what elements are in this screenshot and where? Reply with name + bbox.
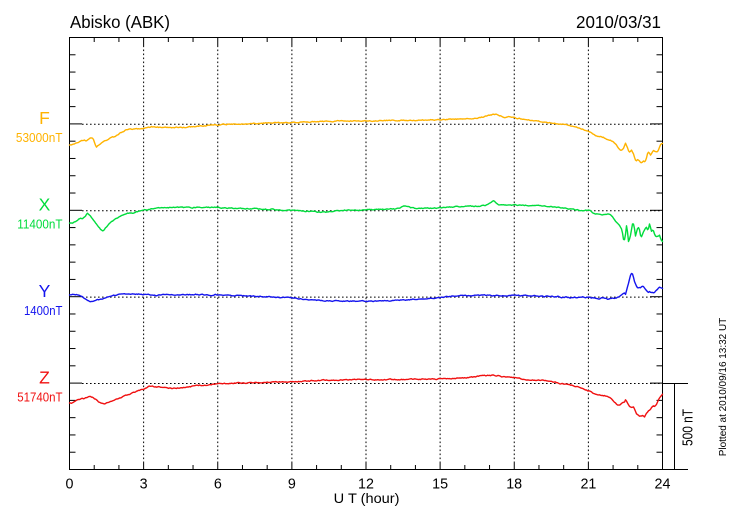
svg-text:F: F — [39, 108, 50, 128]
svg-text:Plotted at 2010/09/16 13:32 UT: Plotted at 2010/09/16 13:32 UT — [718, 318, 729, 457]
svg-text:11400nT: 11400nT — [17, 217, 62, 232]
svg-text:Abisko (ABK): Abisko (ABK) — [70, 12, 170, 32]
svg-text:24: 24 — [655, 477, 671, 493]
svg-text:18: 18 — [506, 477, 522, 493]
svg-text:21: 21 — [580, 477, 596, 493]
svg-text:3: 3 — [140, 477, 148, 493]
svg-text:1400nT: 1400nT — [24, 303, 63, 318]
svg-text:15: 15 — [432, 477, 448, 493]
svg-text:9: 9 — [288, 477, 296, 493]
svg-text:500 nT: 500 nT — [680, 409, 696, 446]
svg-text:2010/03/31: 2010/03/31 — [576, 12, 661, 32]
svg-text:Z: Z — [39, 367, 50, 387]
svg-text:U T (hour): U T (hour) — [334, 491, 400, 507]
svg-text:Y: Y — [39, 281, 51, 301]
svg-text:53000nT: 53000nT — [16, 130, 63, 145]
svg-text:X: X — [39, 195, 51, 215]
svg-text:51740nT: 51740nT — [17, 389, 62, 404]
svg-text:0: 0 — [66, 477, 74, 493]
svg-text:6: 6 — [214, 477, 222, 493]
svg-text:12: 12 — [358, 477, 374, 493]
